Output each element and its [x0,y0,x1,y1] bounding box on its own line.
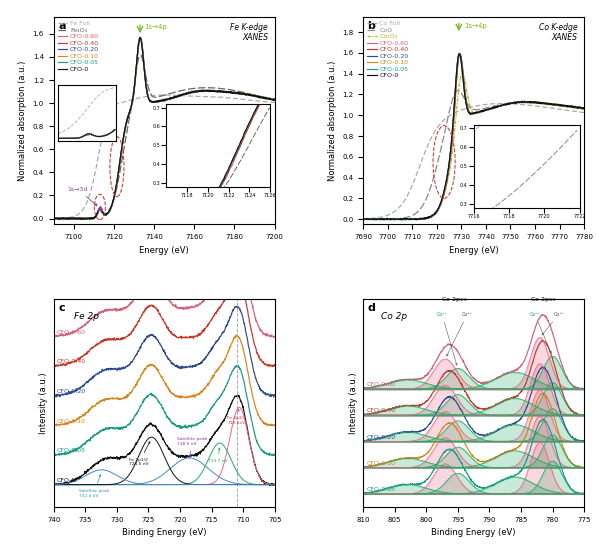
Text: Fe 2p: Fe 2p [73,312,98,321]
Text: Satellite peak
732.4 eV: Satellite peak 732.4 eV [79,474,109,498]
Text: Co 2p$_{3/2}$: Co 2p$_{3/2}$ [530,295,556,304]
Text: Co³⁺: Co³⁺ [446,312,473,356]
Text: c: c [58,303,65,314]
Text: CFO-0.20: CFO-0.20 [57,389,86,394]
Text: CFO-0: CFO-0 [57,478,76,483]
Text: CFO-0.10: CFO-0.10 [57,419,86,424]
Text: CFO-0.60: CFO-0.60 [57,329,86,335]
X-axis label: Binding Energy (eV): Binding Energy (eV) [432,528,516,537]
X-axis label: Energy (eV): Energy (eV) [449,246,498,255]
Text: CFO-0.05: CFO-0.05 [366,487,395,492]
Legend: Fe Foil, Fe₂O₃, CFO-0.60, CFO-0.40, CFO-0.20, CFO-0.10, CFO-0.05, CFO-0: Fe Foil, Fe₂O₃, CFO-0.60, CFO-0.40, CFO-… [55,18,101,74]
Y-axis label: Intensity (a.u.): Intensity (a.u.) [349,372,358,434]
Text: Co³⁺: Co³⁺ [542,312,564,335]
Y-axis label: Intensity (a.u.): Intensity (a.u.) [39,372,48,434]
Text: CFO-0.60: CFO-0.60 [366,382,395,387]
X-axis label: Energy (eV): Energy (eV) [139,246,189,255]
Y-axis label: Normalized absorption (a.u.): Normalized absorption (a.u.) [328,60,337,181]
Text: CFO-0.10: CFO-0.10 [366,461,395,466]
Text: 713.7 eV: 713.7 eV [209,448,228,463]
Text: CFO-0.20: CFO-0.20 [366,435,395,440]
Text: CFO-0.05: CFO-0.05 [57,449,86,453]
Text: Co 2p$_{1/2}$: Co 2p$_{1/2}$ [441,295,468,304]
Text: CFO-0.40: CFO-0.40 [57,359,86,364]
Text: Fe K-edge
XANES: Fe K-edge XANES [230,23,268,42]
Text: Co 2p: Co 2p [381,312,407,321]
Text: Co²⁺: Co²⁺ [436,312,457,365]
Text: 1s→4p: 1s→4p [144,24,167,30]
Text: 1s→3d: 1s→3d [68,187,97,206]
Text: Fe 2p1/2
724.5 eV: Fe 2p1/2 724.5 eV [129,442,150,466]
Text: b: b [368,21,375,31]
X-axis label: Binding Energy (eV): Binding Energy (eV) [122,528,206,537]
Text: a: a [58,21,66,31]
Text: Co K-edge
XANES: Co K-edge XANES [539,23,578,42]
Text: d: d [368,303,375,314]
Text: Fe 2p3/2
710.6eV: Fe 2p3/2 710.6eV [227,409,246,425]
Y-axis label: Normalized absorption (a.u.): Normalized absorption (a.u.) [18,60,27,181]
Legend: Co Foil, CoO, Co₂O₄, CFO-0.60, CFO-0.40, CFO-0.20, CFO-0.10, CFO-0.05, CFO-0: Co Foil, CoO, Co₂O₄, CFO-0.60, CFO-0.40,… [365,18,411,81]
Text: CFO-0.40: CFO-0.40 [366,408,395,413]
Text: Satellite peak
718.5 eV: Satellite peak 718.5 eV [177,437,207,457]
Text: 1s→4p: 1s→4p [464,23,486,29]
Text: Co²⁺: Co²⁺ [529,312,551,353]
